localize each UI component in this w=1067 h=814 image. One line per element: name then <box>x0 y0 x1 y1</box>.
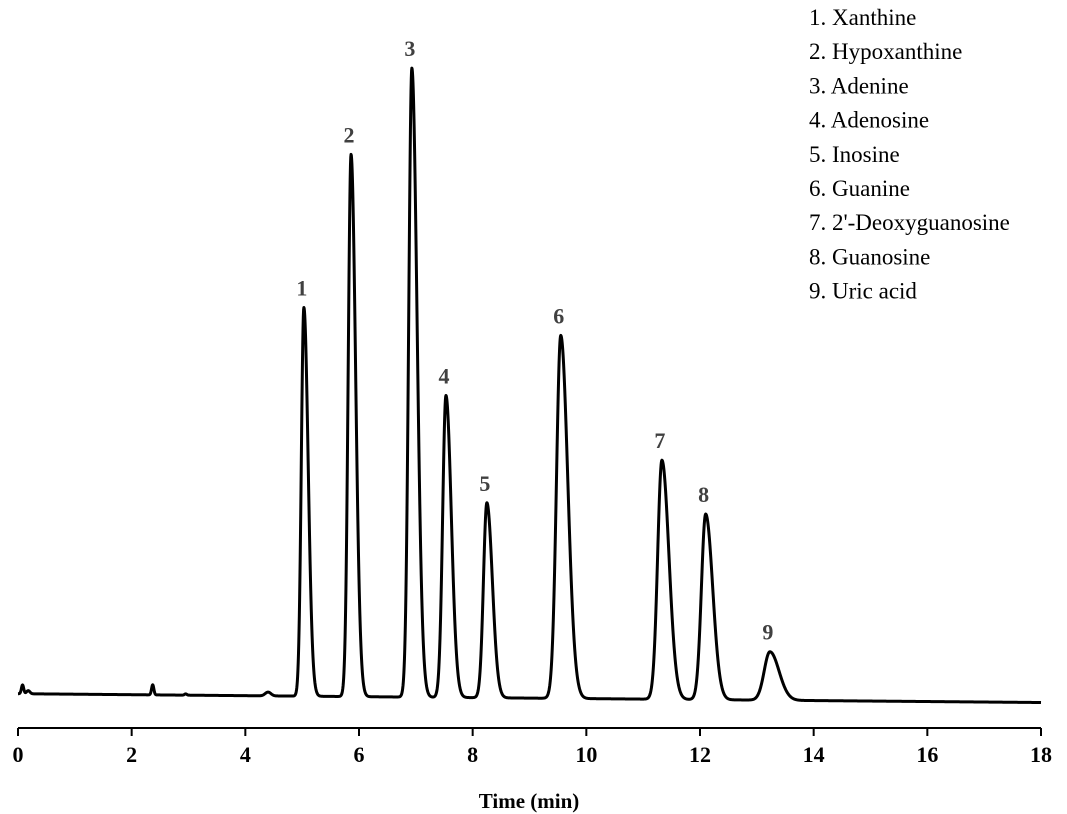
legend-item: 4. Adenosine <box>809 108 929 133</box>
x-axis-title: Time (min) <box>479 789 580 813</box>
x-tick-label: 12 <box>689 742 711 767</box>
legend-item: 7. 2'-Deoxyguanosine <box>809 210 1010 235</box>
x-tick-label: 6 <box>354 742 365 767</box>
legend-item: 9. Uric acid <box>809 279 917 304</box>
x-tick-label: 18 <box>1030 742 1052 767</box>
peak-label: 3 <box>404 36 415 61</box>
x-tick-label: 0 <box>13 742 24 767</box>
legend-item: 2. Hypoxanthine <box>809 39 962 64</box>
x-tick-label: 2 <box>126 742 137 767</box>
x-tick-label: 10 <box>575 742 597 767</box>
peak-label: 9 <box>762 620 773 645</box>
legend-item: 5. Inosine <box>809 142 900 167</box>
peak-label: 8 <box>698 482 709 507</box>
legend-item: 1. Xanthine <box>809 5 916 30</box>
chromatogram-trace <box>16 66 1043 705</box>
x-tick-label: 16 <box>916 742 938 767</box>
peak-label: 5 <box>479 471 490 496</box>
legend-item: 3. Adenine <box>809 73 909 98</box>
peak-label: 2 <box>344 122 355 147</box>
peak-labels: 1 2 3 4 5 6 7 8 9 <box>296 36 773 645</box>
legend-item: 8. Guanosine <box>809 244 930 269</box>
peak-label: 7 <box>654 428 665 453</box>
x-axis-ticks: 0 2 4 6 8 10 12 14 16 18 <box>13 728 1052 767</box>
legend-item: 6. Guanine <box>809 176 910 201</box>
peak-label: 1 <box>296 275 307 300</box>
peak-label: 6 <box>553 303 564 328</box>
legend: 1. Xanthine 2. Hypoxanthine 3. Adenine 4. A… <box>809 5 1010 304</box>
x-tick-label: 8 <box>467 742 478 767</box>
x-tick-label: 14 <box>803 742 825 767</box>
x-tick-label: 4 <box>240 742 251 767</box>
peak-label: 4 <box>438 363 449 388</box>
